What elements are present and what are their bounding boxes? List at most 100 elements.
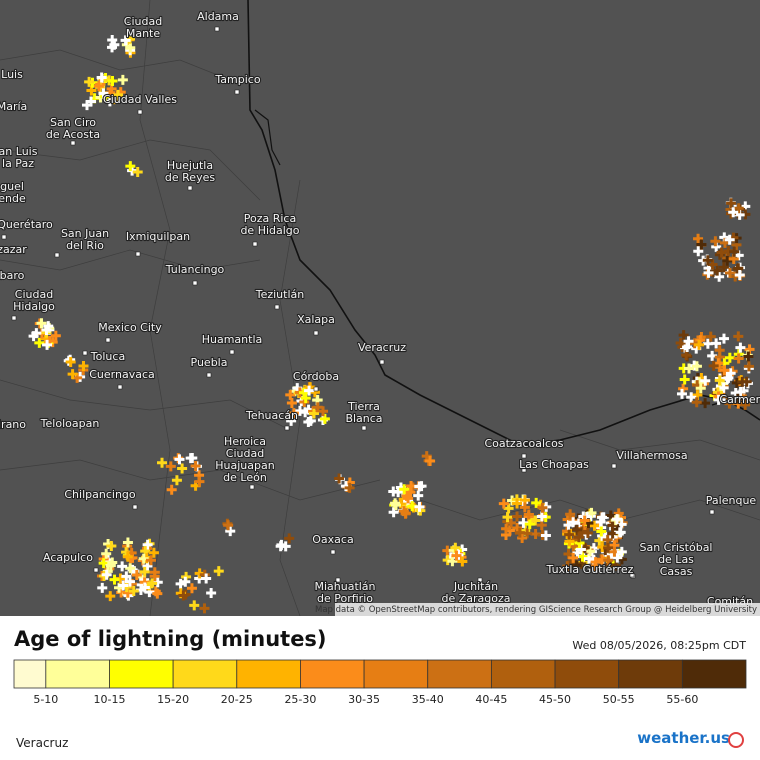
place-dot (206, 372, 212, 378)
strike (120, 35, 131, 46)
strike (568, 517, 579, 528)
strike (122, 551, 133, 562)
place-label: Heroica (224, 435, 266, 448)
strike (733, 353, 744, 364)
strike (683, 336, 694, 347)
place-label: Veracruz (358, 341, 406, 354)
legend-box (427, 659, 492, 689)
place-dot (125, 21, 131, 27)
place-label: irano (0, 418, 26, 431)
coastline (247, 0, 760, 446)
place-label: Chilpancingo (64, 488, 136, 501)
strike (708, 360, 719, 371)
place-dot (313, 386, 319, 392)
strike (512, 498, 523, 509)
place-dot (93, 567, 99, 573)
strike (199, 603, 210, 614)
legend-label: 50-55 (603, 693, 635, 706)
place-label: San Juan (61, 227, 109, 240)
strike (675, 338, 686, 349)
strike (735, 386, 746, 397)
legend-box (172, 659, 238, 689)
place-dot (234, 89, 240, 95)
strike (105, 591, 116, 602)
strike (723, 372, 734, 383)
strike (157, 457, 168, 468)
strike (696, 239, 707, 250)
legend-box (554, 659, 620, 689)
strike (213, 566, 224, 577)
strike (743, 351, 754, 362)
strike (502, 512, 513, 523)
legend-title: Age of lightning (minutes) (14, 627, 327, 651)
attribution: Map data © OpenStreetMap contributors, r… (315, 605, 757, 615)
strike (312, 402, 323, 413)
strike (101, 569, 112, 580)
strike (519, 502, 530, 513)
strike (399, 484, 410, 495)
strike (84, 76, 95, 87)
strike (579, 515, 590, 526)
strike (729, 246, 740, 257)
strike (694, 339, 705, 350)
strike (225, 526, 236, 537)
strike (565, 509, 576, 520)
strike (125, 161, 136, 172)
strike (138, 553, 149, 564)
strike (42, 339, 53, 350)
legend-box (618, 659, 683, 689)
place-dot (137, 109, 143, 115)
place-dot (521, 467, 527, 473)
strike (36, 318, 47, 329)
strike (732, 264, 743, 275)
place-label: Toluca (90, 350, 125, 363)
strike (125, 563, 136, 574)
legend-label: 15-20 (157, 693, 189, 706)
strike (693, 246, 704, 257)
strike (118, 580, 129, 591)
strike (414, 501, 425, 512)
location: Veracruz (16, 736, 68, 750)
strike (718, 382, 729, 393)
strike (523, 509, 534, 520)
strike (572, 524, 583, 535)
strike (590, 557, 601, 568)
strike (65, 357, 76, 368)
place-label: Acapulco (43, 551, 93, 564)
place-label: la Paz (2, 157, 34, 170)
strike (34, 337, 45, 348)
strike (148, 547, 159, 558)
strike (334, 473, 345, 484)
strike (603, 555, 614, 566)
strike (98, 88, 109, 99)
strike (206, 588, 217, 599)
place-label: guel (0, 180, 24, 193)
place-label: Querétaro (0, 218, 53, 231)
strike (726, 198, 737, 209)
place-dot (132, 504, 138, 510)
strike (97, 582, 108, 593)
strike (741, 376, 752, 387)
strike (612, 514, 623, 525)
strike (691, 361, 702, 372)
strike (537, 502, 548, 513)
strike (724, 267, 735, 278)
strike (96, 72, 107, 83)
place-dot (11, 315, 17, 321)
strike (286, 415, 297, 426)
place-label: de León (223, 471, 267, 484)
strike (425, 456, 436, 467)
legend: Age of lightning (minutes) Wed 08/05/202… (13, 627, 747, 750)
strike (564, 529, 575, 540)
place-dot (135, 251, 141, 257)
strike (98, 558, 109, 569)
attribution-bg (335, 603, 760, 616)
strike (573, 532, 584, 543)
place-dot (192, 280, 198, 286)
strike (711, 338, 722, 349)
logo: weather.us (637, 729, 730, 747)
place-label: zazar (0, 243, 27, 256)
legend-box (236, 659, 301, 689)
strike (308, 408, 319, 419)
place-label: Poza Rica (244, 212, 296, 225)
